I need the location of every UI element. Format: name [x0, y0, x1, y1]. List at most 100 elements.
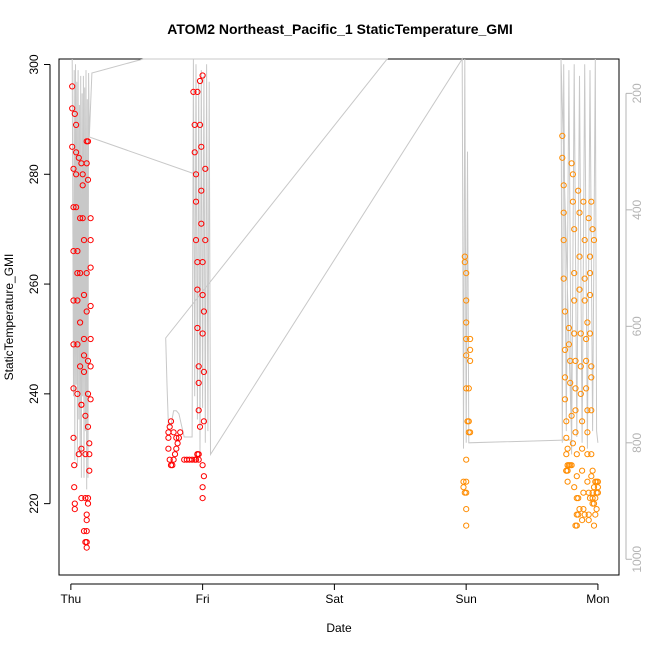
data-point-s2-8 — [463, 385, 470, 392]
data-point-s2-113 — [589, 226, 596, 233]
data-point-s2-63 — [575, 511, 582, 518]
data-point-s2-118 — [565, 462, 573, 469]
data-point-s2-95 — [588, 363, 595, 370]
data-point-s1-1 — [69, 83, 76, 90]
data-point-s1-34 — [79, 171, 86, 178]
data-point-s1-7 — [70, 297, 77, 304]
data-point-s2-128 — [579, 517, 586, 524]
data-point-s2-5 — [463, 319, 470, 326]
data-point-s2-46 — [568, 412, 575, 419]
data-point-s2-30 — [560, 275, 567, 282]
right-tick-label-200: 200 — [630, 83, 644, 103]
data-point-s1-96 — [192, 456, 200, 463]
data-point-s2-74 — [579, 467, 586, 474]
data-point-s1-109 — [194, 324, 201, 332]
chart-title: ATOM2 Northeast_Pacific_1 StaticTemperat… — [167, 21, 512, 37]
data-point-s2-122 — [589, 500, 596, 507]
data-point-s2-64 — [575, 495, 582, 502]
data-point-s1-131 — [196, 77, 204, 85]
data-point-s2-45 — [567, 379, 574, 386]
data-point-s2-53 — [571, 330, 578, 337]
data-point-s1-104 — [192, 171, 200, 178]
data-point-s2-26 — [559, 154, 566, 161]
data-point-s1-71 — [84, 176, 92, 183]
data-point-s2-92 — [586, 270, 594, 277]
data-point-s1-13 — [71, 506, 78, 513]
data-point-s1-40 — [80, 352, 88, 359]
data-point-s1-69 — [87, 237, 94, 244]
y-tick-label-240: 240 — [27, 384, 41, 404]
data-point-s2-124 — [590, 522, 598, 529]
data-point-s2-40 — [564, 478, 571, 485]
data-point-s1-12 — [71, 484, 78, 491]
data-point-s1-105 — [192, 198, 200, 205]
data-point-s1-57 — [83, 539, 90, 546]
data-point-s1-22 — [74, 297, 81, 304]
data-point-s2-48 — [569, 171, 577, 178]
data-point-s2-94 — [586, 330, 594, 337]
data-point-s2-16 — [467, 335, 474, 343]
right-tick-label-800: 800 — [630, 432, 644, 452]
data-point-s1-47 — [83, 270, 90, 277]
right-tick-label-600: 600 — [630, 316, 644, 336]
data-point-s1-66 — [87, 335, 94, 343]
data-point-s2-58 — [573, 451, 580, 458]
data-point-s2-35 — [563, 418, 570, 425]
data-point-s1-132 — [194, 88, 201, 96]
data-point-s2-13 — [465, 385, 472, 392]
data-point-s1-17 — [73, 149, 80, 156]
data-point-s2-56 — [572, 407, 579, 414]
data-point-s2-52 — [571, 297, 578, 304]
data-point-s1-61 — [84, 500, 92, 507]
data-point-s1-108 — [194, 286, 201, 293]
plot-border — [58, 58, 620, 576]
data-point-s2-24 — [463, 478, 470, 485]
data-point-s1-112 — [195, 407, 202, 414]
data-point-s1-58 — [83, 528, 90, 535]
data-point-s1-110 — [195, 363, 202, 370]
data-point-s2-37 — [563, 451, 570, 458]
data-point-s1-16 — [73, 121, 80, 129]
data-point-s1-26 — [75, 154, 82, 161]
data-point-s1-19 — [73, 204, 80, 211]
data-point-s1-129 — [200, 308, 207, 315]
data-point-s1-121 — [200, 368, 207, 375]
data-point-s1-29 — [77, 319, 84, 326]
data-point-s2-82 — [583, 357, 590, 364]
data-point-s2-43 — [565, 341, 573, 348]
data-point-s1-59 — [83, 517, 90, 524]
data-point-s2-27 — [560, 182, 567, 189]
data-point-s2-42 — [565, 324, 573, 332]
data-point-s1-42 — [82, 412, 89, 419]
data-point-s1-88 — [167, 418, 175, 425]
data-point-s1-41 — [80, 368, 88, 375]
data-point-s1-30 — [77, 363, 84, 370]
data-point-s1-125 — [199, 484, 206, 491]
data-point-s1-37 — [80, 237, 88, 244]
y-tick-label-300: 300 — [27, 54, 41, 74]
data-point-s2-69 — [577, 330, 584, 337]
data-point-s2-6 — [463, 335, 470, 343]
data-point-s1-54 — [80, 528, 88, 535]
data-point-s1-50 — [84, 390, 92, 397]
data-point-s2-81 — [583, 335, 590, 343]
data-point-s1-32 — [78, 401, 85, 408]
data-point-s2-29 — [560, 237, 567, 244]
data-point-s1-20 — [74, 248, 81, 255]
data-point-s1-128 — [202, 237, 209, 244]
data-point-s1-27 — [77, 215, 84, 222]
data-point-s2-12 — [465, 418, 472, 425]
data-point-s2-83 — [583, 385, 590, 392]
data-point-s2-23 — [463, 489, 470, 496]
data-point-s2-3 — [463, 270, 470, 277]
data-point-s1-82 — [173, 445, 180, 452]
right-axis: 200 400 600 800 1000 — [625, 83, 644, 573]
data-point-s1-72 — [84, 138, 92, 145]
data-point-s1-116 — [198, 187, 205, 194]
data-point-s1-8 — [70, 341, 77, 348]
data-point-s2-75 — [580, 489, 587, 496]
data-point-s2-98 — [588, 451, 595, 458]
data-point-s1-70 — [87, 215, 94, 222]
data-point-s2-65 — [575, 187, 582, 194]
data-point-s1-126 — [199, 462, 206, 469]
